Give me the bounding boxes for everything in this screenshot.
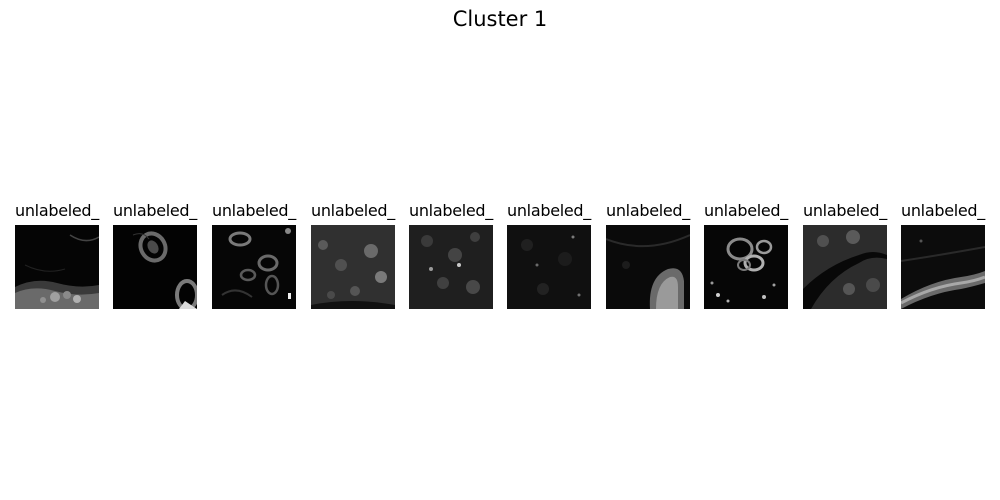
tissue-image-9: [803, 225, 887, 309]
panel-title: unlabeled_: [15, 201, 99, 220]
panel-title: unlabeled_: [901, 201, 985, 220]
microscopy-thumbnail: [311, 225, 395, 309]
microscopy-thumbnail: [901, 225, 985, 309]
image-panel-9: unlabeled_: [796, 200, 894, 309]
tissue-image-1: [15, 225, 99, 309]
microscopy-thumbnail: [803, 225, 887, 309]
panel-title: unlabeled_: [704, 201, 788, 220]
figure-title: Cluster 1: [452, 7, 548, 31]
image-panel-6: unlabeled_: [500, 200, 598, 309]
tissue-image-4: [311, 225, 395, 309]
image-panel-8: unlabeled_: [697, 200, 795, 309]
panel-title: unlabeled_: [113, 201, 197, 220]
panel-title: unlabeled_: [803, 201, 887, 220]
microscopy-thumbnail: [409, 225, 493, 309]
tissue-image-6: [507, 225, 591, 309]
image-panel-3: unlabeled_: [205, 200, 303, 309]
image-panel-2: unlabeled_: [106, 200, 204, 309]
tissue-image-5: [409, 225, 493, 309]
microscopy-thumbnail: [212, 225, 296, 309]
panel-title: unlabeled_: [606, 201, 690, 220]
microscopy-thumbnail: [507, 225, 591, 309]
panel-title: unlabeled_: [507, 201, 591, 220]
panel-title: unlabeled_: [409, 201, 493, 220]
panel-title: unlabeled_: [311, 201, 395, 220]
microscopy-thumbnail: [606, 225, 690, 309]
image-panel-1: unlabeled_: [8, 200, 106, 309]
microscopy-thumbnail: [15, 225, 99, 309]
tissue-image-7: [606, 225, 690, 309]
tissue-image-10: [901, 225, 985, 309]
image-panel-4: unlabeled_: [304, 200, 402, 309]
image-panel-5: unlabeled_: [402, 200, 500, 309]
image-panel-10: unlabeled_: [894, 200, 992, 309]
tissue-image-2: [113, 225, 197, 309]
tissue-image-3: [212, 225, 296, 309]
tissue-image-8: [704, 225, 788, 309]
microscopy-thumbnail: [704, 225, 788, 309]
image-panel-7: unlabeled_: [599, 200, 697, 309]
panel-title: unlabeled_: [212, 201, 296, 220]
microscopy-thumbnail: [113, 225, 197, 309]
